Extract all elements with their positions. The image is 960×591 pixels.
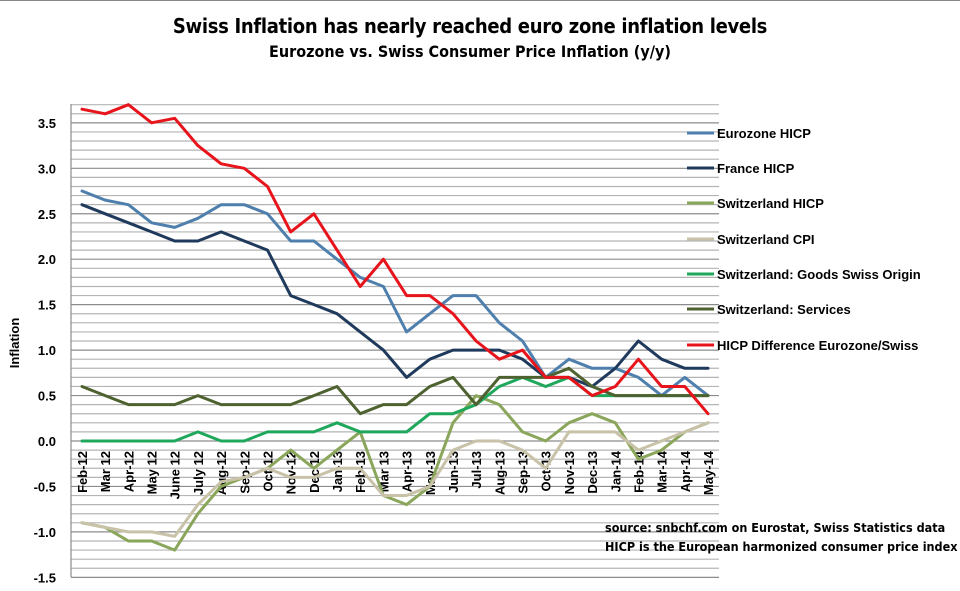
series-line-switzerland-cpi (80, 421, 710, 538)
series-line-hicp-difference-eurozone-swiss (80, 103, 710, 416)
y-tick-label: 3.0 (38, 161, 56, 176)
series-line-france-hicp (80, 203, 710, 388)
legend: Eurozone HICP France HICP Switzerland HICP… (687, 126, 921, 353)
y-tick-label: 1.5 (38, 298, 56, 313)
x-tick-label: Jan-13 (330, 451, 345, 492)
x-tick-label: Aug-13 (492, 451, 507, 495)
x-tick-label: Dec-13 (585, 451, 600, 494)
gridlines (70, 104, 719, 578)
y-tick-label: 3.5 (38, 116, 56, 131)
legend-label: Switzerland CPI (717, 232, 815, 247)
chart-subtitle: Eurozone vs. Swiss Consumer Price Inflat… (269, 42, 671, 61)
legend-item: France HICP (687, 161, 795, 176)
y-tick-label: 0.5 (38, 389, 56, 404)
y-tick-label: -0.5 (34, 479, 56, 494)
y-tick-label: 2.0 (38, 252, 56, 267)
series-line-switzerland-services (80, 366, 710, 416)
y-tick-label: -1.0 (34, 525, 56, 540)
hicp-note: HICP is the European harmonized consumer… (605, 539, 958, 554)
legend-item: Eurozone HICP (687, 126, 811, 141)
series-line-switzerland-goods-swiss-origin (80, 375, 710, 443)
x-tick-label: Apr-12 (121, 451, 136, 492)
legend-label: Switzerland: Services (717, 302, 851, 317)
legend-item: HICP Difference Eurozone/Swiss (687, 338, 918, 353)
x-tick-label: May-13 (423, 451, 438, 495)
y-axis-label: Inflation (7, 318, 22, 369)
legend-item: Switzerland CPI (687, 232, 815, 247)
x-tick-label: Dec 12 (307, 451, 322, 493)
x-axis-ticks: Feb-12 Mar 12 Apr-12 May 12 June 12 July 12 Au… (75, 450, 716, 499)
x-tick-label: Jun-13 (446, 451, 461, 493)
legend-label: Switzerland: Goods Swiss Origin (717, 267, 921, 282)
x-tick-label: Feb-12 (75, 451, 90, 493)
legend-item: Switzerland: Goods Swiss Origin (687, 267, 921, 282)
x-tick-label: Mar 12 (98, 451, 113, 492)
x-tick-label: May-14 (701, 450, 716, 495)
x-tick-label: Mar-14 (655, 450, 670, 493)
y-tick-label: 1.0 (38, 343, 56, 358)
x-tick-label: Apr-13 (400, 451, 415, 492)
legend-item: Switzerland HICP (687, 196, 824, 211)
x-tick-label: June 12 (168, 451, 183, 499)
source-note: source: snbchf.com on Eurostat, Swiss St… (605, 520, 946, 535)
series-line-switzerland-hicp (80, 394, 710, 552)
x-tick-label: Jul-13 (469, 451, 484, 489)
legend-label: HICP Difference Eurozone/Swiss (717, 338, 918, 353)
legend-label: Switzerland HICP (717, 196, 824, 211)
x-tick-label: Nov-12 (284, 451, 299, 494)
x-tick-label: Jan-14 (608, 450, 623, 492)
x-tick-label: May 12 (145, 451, 160, 494)
x-tick-label: Feb-13 (353, 451, 368, 493)
y-tick-label: 0.0 (38, 434, 56, 449)
y-tick-label: -1.5 (34, 570, 56, 585)
x-tick-label: Feb-14 (631, 450, 646, 493)
y-tick-label: 2.5 (38, 207, 56, 222)
chart-title: Swiss Inflation has nearly reached euro … (172, 14, 768, 38)
legend-item: Switzerland: Services (687, 302, 851, 317)
x-tick-label: Sep-13 (516, 451, 531, 494)
series-line-eurozone-hicp (80, 189, 710, 398)
top-border (0, 0, 960, 1)
x-tick-label: Apr-14 (678, 450, 693, 492)
x-tick-label: Nov-13 (562, 451, 577, 494)
y-axis-ticks: 3.5 3.0 2.5 2.0 1.5 1.0 0.5 0.0 -0.5 -1.0 -1.5 (34, 116, 56, 585)
x-tick-label: Sep-12 (237, 451, 252, 494)
legend-label: Eurozone HICP (717, 126, 811, 141)
legend-label: France HICP (717, 161, 795, 176)
x-tick-label: Oct-12 (260, 451, 275, 491)
x-tick-label: Mar 13 (376, 451, 391, 492)
series-lines (80, 103, 710, 552)
x-tick-label: July 12 (191, 451, 206, 495)
